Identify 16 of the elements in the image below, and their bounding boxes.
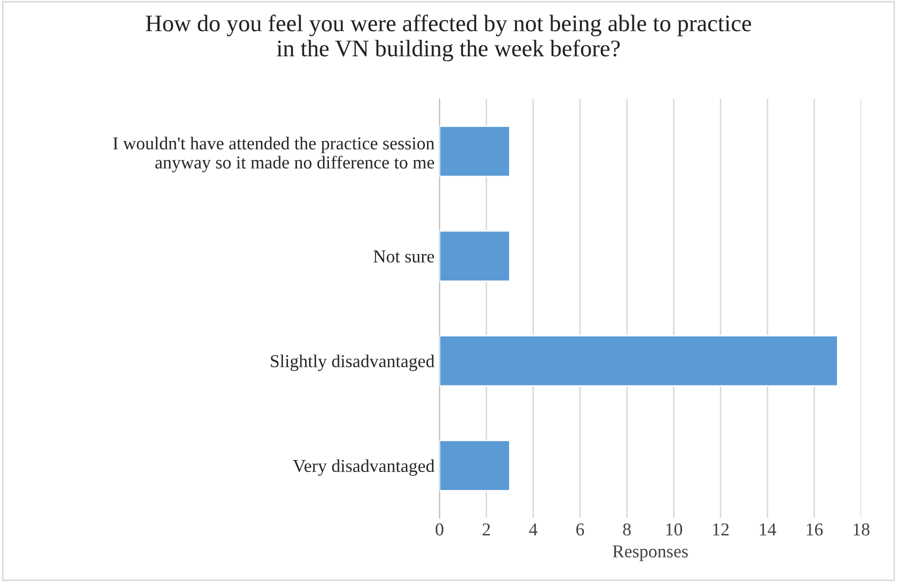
x-axis-title: Responses: [612, 545, 688, 562]
x-tick-label: 16: [806, 523, 823, 536]
chart-title: How do you feel you were affected by not being able to practice in the VN building the week before?: [146, 14, 752, 62]
y-tick-label: Very disadvantaged: [292, 459, 434, 476]
y-tick-label: Not sure: [374, 250, 434, 263]
y-tick-label: Slightly disadvantaged: [270, 354, 434, 371]
x-tick-label: 8: [623, 523, 631, 536]
x-tick-label: 18: [854, 523, 870, 536]
x-tick-label: 10: [666, 523, 682, 536]
x-tick-label: 4: [529, 523, 538, 536]
x-tick-label: 0: [436, 523, 444, 536]
x-tick-label: 12: [713, 523, 729, 536]
x-tick-label: 14: [760, 523, 776, 536]
x-tick-label: 2: [482, 523, 490, 536]
x-tick-label: 6: [576, 523, 584, 536]
y-tick-label: I wouldn't have attended the practice session anyway so it made no difference to me: [113, 136, 434, 172]
